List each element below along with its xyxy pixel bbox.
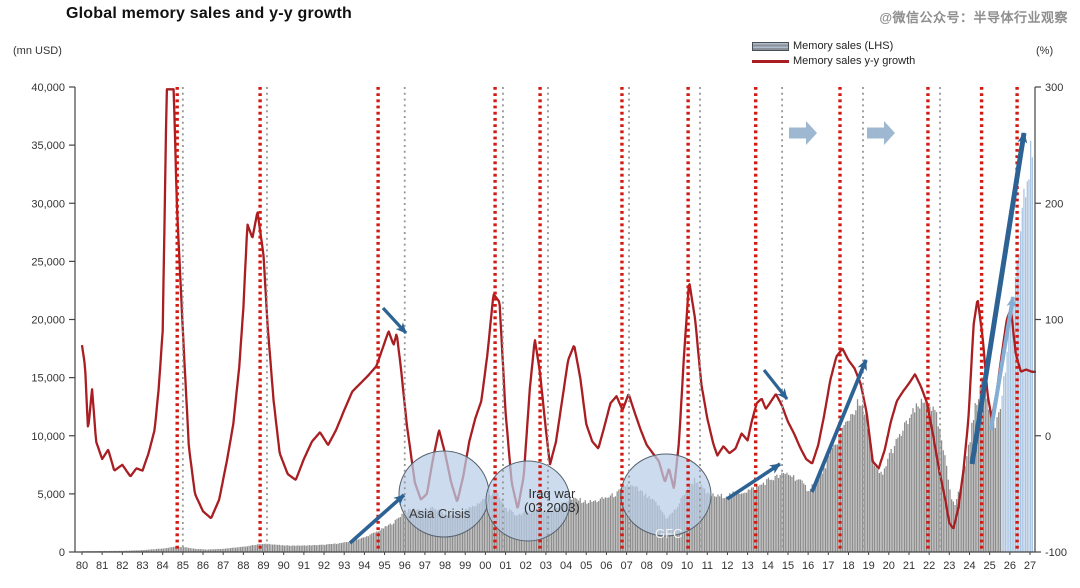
legend-bar-swatch [752, 41, 789, 51]
growth-line [80, 88, 1037, 530]
svg-text:83: 83 [136, 560, 148, 572]
svg-text:-100: -100 [1045, 547, 1067, 559]
svg-text:02: 02 [520, 560, 532, 572]
right-axis-unit-label: (%) [1036, 45, 1054, 57]
svg-text:88: 88 [237, 560, 249, 572]
legend-label-memory-sales: Memory sales (LHS) [793, 40, 894, 52]
svg-text:03: 03 [540, 560, 552, 572]
svg-text:14: 14 [762, 560, 774, 572]
chart-title: Global memory sales and y-y growth [66, 5, 352, 22]
svg-text:95: 95 [378, 560, 390, 572]
svg-text:92: 92 [318, 560, 330, 572]
svg-text:24: 24 [963, 560, 975, 572]
svg-text:27: 27 [1024, 560, 1036, 572]
svg-text:20,000: 20,000 [31, 315, 65, 327]
svg-text:13: 13 [741, 560, 753, 572]
svg-text:91: 91 [298, 560, 310, 572]
svg-text:93: 93 [338, 560, 350, 572]
legend-line-swatch [752, 59, 789, 63]
svg-text:08: 08 [641, 560, 653, 572]
svg-text:15,000: 15,000 [31, 373, 65, 385]
svg-text:85: 85 [177, 560, 189, 572]
svg-text:5,000: 5,000 [37, 489, 65, 501]
svg-text:10: 10 [681, 560, 693, 572]
event-lines-gray [181, 87, 941, 552]
svg-text:81: 81 [96, 560, 108, 572]
svg-text:84: 84 [157, 560, 169, 572]
svg-text:0: 0 [1045, 431, 1051, 443]
svg-text:09: 09 [661, 560, 673, 572]
svg-text:89: 89 [257, 560, 269, 572]
svg-text:100: 100 [1045, 315, 1063, 327]
block-arrows [789, 121, 895, 145]
annotation-iraq-war-line1: Iraq war [528, 486, 576, 501]
annotation-gfc: GFC [655, 526, 683, 541]
svg-text:26: 26 [1004, 560, 1016, 572]
svg-text:22: 22 [923, 560, 935, 572]
annotation-iraq-war-line2: (03.2003) [524, 500, 580, 515]
svg-text:98: 98 [439, 560, 451, 572]
svg-text:05: 05 [580, 560, 592, 572]
svg-text:97: 97 [419, 560, 431, 572]
left-axis-unit-label: (mn USD) [13, 45, 62, 57]
svg-text:86: 86 [197, 560, 209, 572]
svg-text:10,000: 10,000 [31, 431, 65, 443]
svg-text:25,000: 25,000 [31, 256, 65, 268]
svg-text:23: 23 [943, 560, 955, 572]
svg-text:00: 00 [479, 560, 491, 572]
svg-text:40,000: 40,000 [31, 82, 65, 94]
svg-text:18: 18 [842, 560, 854, 572]
svg-text:20: 20 [883, 560, 895, 572]
svg-text:06: 06 [600, 560, 612, 572]
svg-text:17: 17 [822, 560, 834, 572]
watermark-text: @微信公众号：半导体行业观察 [879, 10, 1068, 25]
svg-text:80: 80 [76, 560, 88, 572]
annotation-iraq-war: Iraq war (03.2003) [524, 487, 580, 515]
svg-text:04: 04 [560, 560, 572, 572]
svg-text:35,000: 35,000 [31, 140, 65, 152]
svg-text:99: 99 [459, 560, 471, 572]
svg-text:12: 12 [721, 560, 733, 572]
legend-item-memory-sales: Memory sales (LHS) [752, 39, 915, 53]
svg-text:01: 01 [499, 560, 511, 572]
svg-text:200: 200 [1045, 198, 1063, 210]
svg-text:07: 07 [620, 560, 632, 572]
svg-text:19: 19 [863, 560, 875, 572]
svg-text:25: 25 [984, 560, 996, 572]
legend-item-growth: Memory sales y-y growth [752, 54, 915, 68]
svg-text:90: 90 [278, 560, 290, 572]
annotation-asia-crisis: Asia Crisis [409, 506, 471, 521]
svg-text:16: 16 [802, 560, 814, 572]
legend-label-growth: Memory sales y-y growth [793, 55, 916, 67]
svg-text:96: 96 [399, 560, 411, 572]
svg-text:30,000: 30,000 [31, 198, 65, 210]
svg-text:82: 82 [116, 560, 128, 572]
axes: 0 5,000 10,000 15,000 20,000 25,000 30,000 35,0… [31, 82, 1067, 572]
trend-arrows [348, 132, 1028, 545]
svg-text:94: 94 [358, 560, 370, 572]
svg-text:11: 11 [702, 560, 713, 572]
svg-text:300: 300 [1045, 82, 1063, 94]
chart-legend: Memory sales (LHS) Memory sales y-y grow… [752, 39, 915, 69]
svg-text:0: 0 [59, 547, 65, 559]
svg-text:21: 21 [903, 560, 915, 572]
svg-text:15: 15 [782, 560, 794, 572]
svg-text:87: 87 [217, 560, 229, 572]
